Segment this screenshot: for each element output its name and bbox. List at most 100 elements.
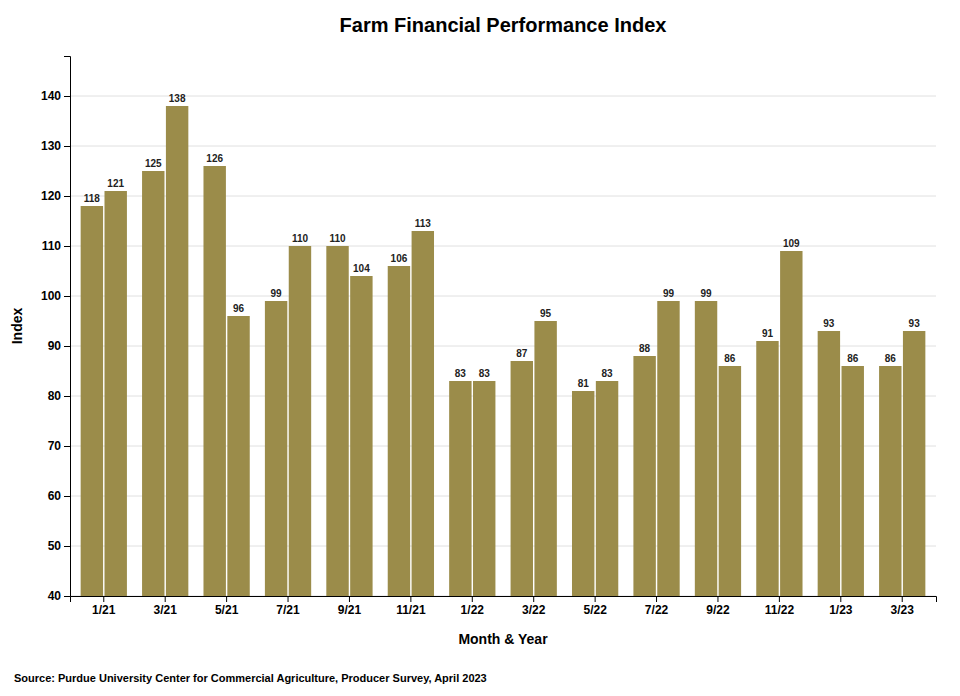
y-tick-mark <box>64 446 70 447</box>
x-tick-mark <box>288 596 289 602</box>
chart: 1181211251381269699110110104106113838387… <box>0 0 960 696</box>
bar <box>903 331 925 596</box>
data-label: 121 <box>107 178 124 189</box>
data-label: 95 <box>540 308 552 319</box>
bar <box>511 361 533 596</box>
source: Source: Purdue University Center for Com… <box>14 672 487 684</box>
bars <box>81 106 926 596</box>
x-tick: 3/21 <box>154 596 178 617</box>
x-tick-label: 3/22 <box>522 603 546 617</box>
bar <box>142 171 164 596</box>
y-tick-label: 110 <box>42 239 62 253</box>
y-tick-mark <box>64 296 70 297</box>
y-tick-label: 80 <box>48 389 62 403</box>
y-tick: 130 <box>41 139 70 153</box>
x-tick: 11/21 <box>396 596 426 617</box>
x-tick-mark <box>779 596 780 602</box>
data-label: 86 <box>847 353 859 364</box>
y-tick-label: 90 <box>48 339 62 353</box>
y-axis: 405060708090100110120130140 <box>41 57 71 604</box>
data-label: 83 <box>479 368 491 379</box>
y-tick-mark <box>64 196 70 197</box>
y-tick: 60 <box>48 489 70 503</box>
data-label: 99 <box>271 288 283 299</box>
x-tick-mark <box>840 596 841 602</box>
data-label: 138 <box>169 93 186 104</box>
bar <box>695 301 717 596</box>
data-label: 93 <box>823 318 835 329</box>
y-tick: 50 <box>48 539 70 553</box>
y-tick-label: 100 <box>41 289 61 303</box>
grid-line <box>70 96 936 97</box>
bar <box>388 266 410 596</box>
bar <box>166 106 188 596</box>
x-tick: 3/22 <box>522 596 546 617</box>
x-tick: 5/22 <box>583 596 607 617</box>
bar <box>81 206 103 596</box>
x-tick: 9/21 <box>338 596 362 617</box>
y-tick-label: 130 <box>41 139 61 153</box>
y-tick: 80 <box>48 389 70 403</box>
bar <box>818 331 840 596</box>
data-label: 86 <box>724 353 736 364</box>
data-label: 109 <box>783 238 800 249</box>
bar <box>473 381 495 596</box>
bar <box>572 391 594 596</box>
y-tick-label: 120 <box>41 189 61 203</box>
x-tick: 1/21 <box>92 596 116 617</box>
grid-line <box>70 496 936 497</box>
data-label: 125 <box>145 158 162 169</box>
data-label: 110 <box>329 233 346 244</box>
y-tick-label: 60 <box>48 489 62 503</box>
x-tick-label: 1/22 <box>461 603 485 617</box>
bar <box>289 246 311 596</box>
data-label: 99 <box>663 288 675 299</box>
x-axis-title: Month & Year <box>458 631 548 647</box>
y-tick-mark <box>64 96 70 97</box>
y-tick: 70 <box>48 439 70 453</box>
grid-line <box>70 396 936 397</box>
y-tick-mark <box>64 596 70 597</box>
x-tick-mark <box>226 596 227 602</box>
x-tick-mark <box>533 596 534 602</box>
y-tick-mark <box>64 546 70 547</box>
x-tick-label: 1/21 <box>92 603 116 617</box>
x-tick: 1/23 <box>829 596 853 617</box>
plot: 1181211251381269699110110104106113838387… <box>41 57 937 617</box>
x-tick-mark <box>902 596 903 602</box>
x-tick: 5/21 <box>215 596 239 617</box>
bar <box>756 341 778 596</box>
bar <box>412 231 434 596</box>
data-label: 99 <box>700 288 712 299</box>
grid-line <box>70 246 936 247</box>
y-tick: 90 <box>48 339 70 353</box>
x-tick-mark <box>103 596 104 602</box>
x-tick-mark <box>717 596 718 602</box>
y-tick: 140 <box>41 89 70 103</box>
bar <box>350 276 372 596</box>
y-tick-mark <box>64 496 70 497</box>
y-tick-label: 50 <box>48 539 62 553</box>
x-tick: 7/21 <box>276 596 300 617</box>
x-tick-mark <box>595 596 596 602</box>
x-tick-label: 5/22 <box>583 603 607 617</box>
x-tick: 11/22 <box>765 596 795 617</box>
bar <box>633 356 655 596</box>
grid <box>70 96 936 596</box>
x-tick: 3/23 <box>891 596 915 617</box>
x-tick-mark <box>349 596 350 602</box>
bar <box>534 321 556 596</box>
x-tick-label: 11/21 <box>396 603 426 617</box>
y-tick-mark <box>64 246 70 247</box>
bar <box>657 301 679 596</box>
grid-line <box>70 346 936 347</box>
x-tick-mark <box>165 596 166 602</box>
data-label: 104 <box>353 263 370 274</box>
x-axis: 1/213/215/217/219/2111/211/223/225/227/2… <box>71 596 937 617</box>
data-label: 93 <box>909 318 921 329</box>
bar <box>449 381 471 596</box>
x-tick-label: 7/21 <box>276 603 300 617</box>
x-tick-label: 3/23 <box>891 603 915 617</box>
grid-line <box>70 296 936 297</box>
y-axis-title: Index <box>9 308 25 345</box>
